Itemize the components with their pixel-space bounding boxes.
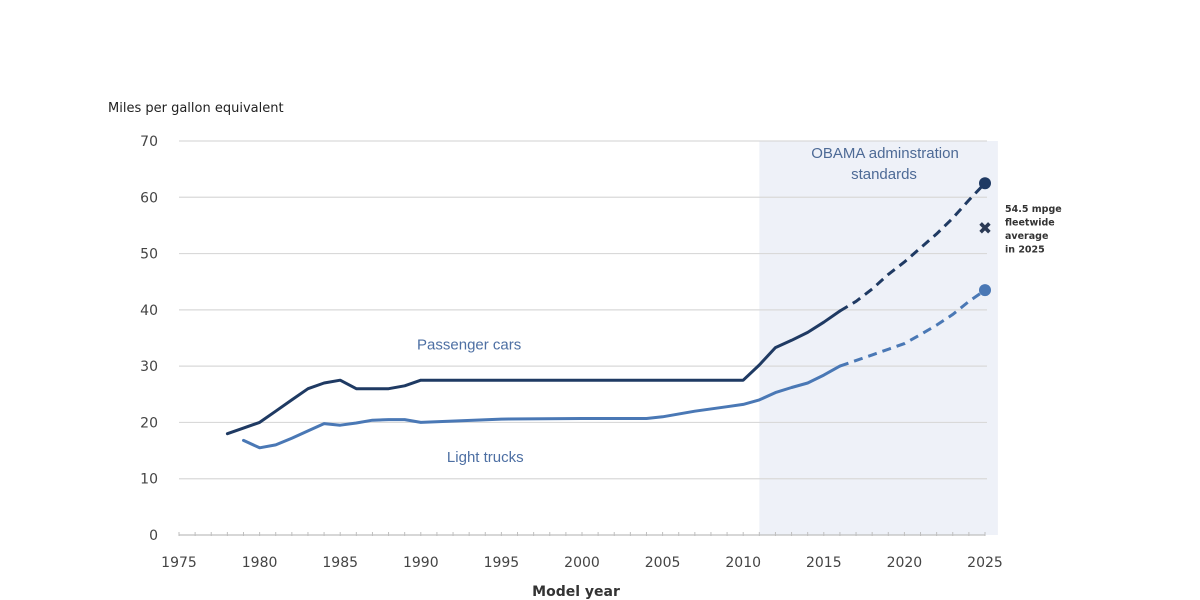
fleetwide-note-line: 54.5 mpge xyxy=(1005,204,1062,215)
region-label-line2: standards xyxy=(851,166,917,183)
x-tick-label: 1975 xyxy=(161,555,197,571)
passenger-cars-projected-line xyxy=(839,182,987,313)
y-tick-label: 40 xyxy=(140,303,158,319)
x-tick-label: 2025 xyxy=(967,555,1003,571)
region-label-line1: OBAMA adminstration xyxy=(811,145,959,162)
fleetwide-average-marker: ✖ xyxy=(978,219,992,239)
x-tick-label: 2015 xyxy=(806,555,842,571)
y-tick-label: 50 xyxy=(140,247,158,263)
series-label-light-trucks: Light trucks xyxy=(447,449,524,466)
light-trucks-actual-line xyxy=(242,364,842,450)
y-tick-label: 30 xyxy=(140,359,158,375)
x-tick-label: 2020 xyxy=(887,555,923,571)
fleetwide-note-line: average xyxy=(1005,231,1048,242)
y-tick-label: 0 xyxy=(149,528,158,544)
x-tick-label: 1985 xyxy=(322,555,358,571)
y-axis-title: Miles per gallon equivalent xyxy=(108,101,284,116)
x-tick-label: 2000 xyxy=(564,555,600,571)
passenger-cars-2025-marker xyxy=(979,177,991,190)
x-tick-label: 2005 xyxy=(645,555,681,571)
x-tick-label: 1995 xyxy=(484,555,520,571)
x-axis-title: Model year xyxy=(532,584,620,600)
y-tick-label: 10 xyxy=(140,472,158,488)
light-trucks-2025-marker xyxy=(979,284,991,297)
fleetwide-note-line: fleetwide xyxy=(1005,218,1055,229)
x-tick-label: 1990 xyxy=(403,555,439,571)
y-tick-label: 60 xyxy=(140,190,158,206)
passenger-cars-actual-line xyxy=(225,309,842,436)
light-trucks-projected-line xyxy=(839,288,986,368)
y-tick-label: 70 xyxy=(140,134,158,150)
x-tick-label: 2010 xyxy=(725,555,761,571)
series-label-passenger-cars: Passenger cars xyxy=(417,336,521,353)
y-tick-label: 20 xyxy=(140,415,158,431)
fleetwide-note-line: in 2025 xyxy=(1005,245,1045,256)
x-tick-label: 1980 xyxy=(242,555,278,571)
